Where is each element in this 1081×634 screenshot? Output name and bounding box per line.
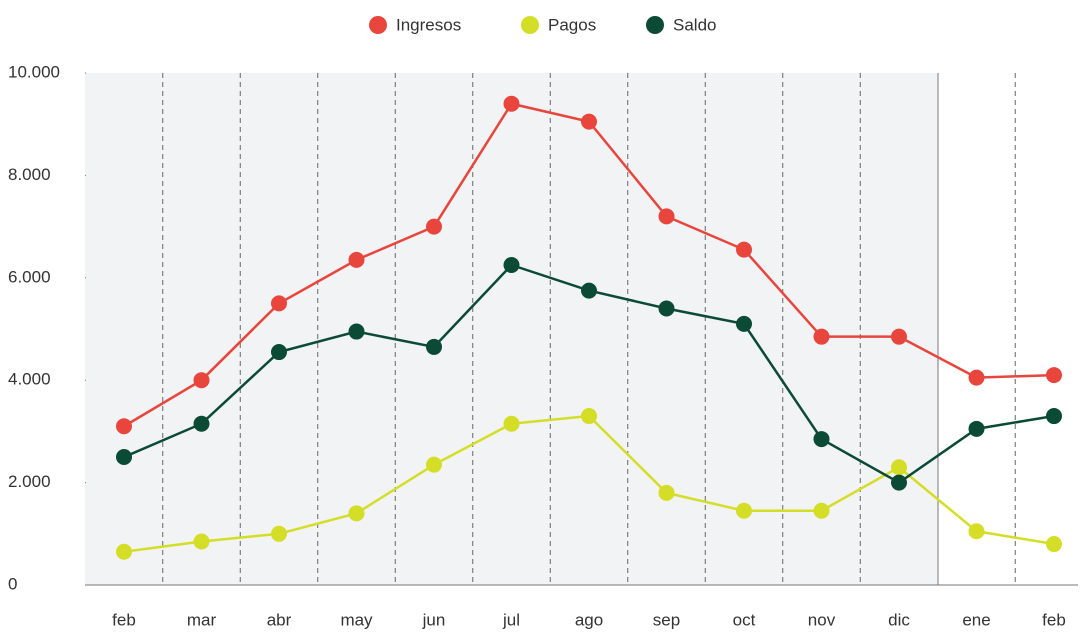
data-point (581, 113, 597, 130)
data-point (968, 523, 985, 540)
data-point (658, 300, 675, 317)
data-point (891, 474, 907, 491)
data-point (813, 502, 830, 519)
data-point (503, 95, 520, 112)
data-point (193, 415, 210, 432)
x-tick-label: jul (502, 610, 520, 629)
data-point (193, 372, 210, 389)
y-tick-label: 8.000 (8, 165, 51, 184)
legend-label: Pagos (548, 15, 596, 34)
legend-marker (521, 16, 539, 34)
x-tick-label: ago (575, 610, 603, 629)
data-point (1046, 536, 1062, 553)
data-point (426, 338, 442, 355)
x-tick-label: feb (1042, 610, 1066, 629)
legend-marker (646, 16, 664, 34)
data-point (581, 408, 597, 425)
data-point (968, 420, 985, 437)
y-tick-label: 6.000 (8, 267, 51, 286)
data-point (271, 295, 287, 312)
legend-label: Ingresos (396, 15, 461, 34)
data-point (658, 484, 675, 501)
x-tick-label: jun (422, 610, 446, 629)
x-tick-label: mar (187, 610, 217, 629)
data-point (736, 502, 752, 519)
data-point (658, 208, 675, 225)
data-point (348, 505, 365, 522)
data-point (426, 456, 442, 473)
data-point (116, 543, 132, 560)
data-point (891, 459, 907, 476)
data-point (193, 533, 210, 550)
data-point (1046, 408, 1062, 425)
data-point (271, 344, 287, 361)
data-point (503, 257, 520, 273)
data-point (348, 323, 365, 340)
x-tick-label: feb (112, 610, 136, 629)
y-tick-label: 10.000 (8, 62, 60, 81)
data-point (271, 525, 287, 542)
data-point (116, 418, 132, 435)
x-tick-label: dic (888, 610, 910, 629)
x-tick-label: oct (733, 610, 756, 629)
legend-marker (369, 16, 387, 34)
y-tick-label: 2.000 (8, 472, 51, 491)
data-point (1046, 367, 1062, 384)
data-point (813, 431, 830, 448)
x-tick-label: abr (267, 610, 292, 629)
data-point (891, 328, 907, 345)
x-tick-label: ene (962, 610, 990, 629)
data-point (426, 218, 442, 235)
data-point (116, 449, 132, 465)
y-tick-label: 4.000 (8, 370, 51, 389)
x-tick-label: sep (653, 610, 680, 629)
data-point (813, 328, 830, 345)
shaded-period (85, 73, 938, 585)
x-tick-label: may (340, 610, 373, 629)
data-point (736, 315, 752, 332)
legend-label: Saldo (673, 15, 716, 34)
y-tick-label: 0 (8, 574, 17, 593)
data-point (348, 251, 365, 268)
data-point (581, 282, 597, 299)
data-point (736, 241, 752, 258)
data-point (503, 415, 520, 432)
x-tick-label: nov (808, 610, 836, 629)
data-point (968, 369, 985, 386)
